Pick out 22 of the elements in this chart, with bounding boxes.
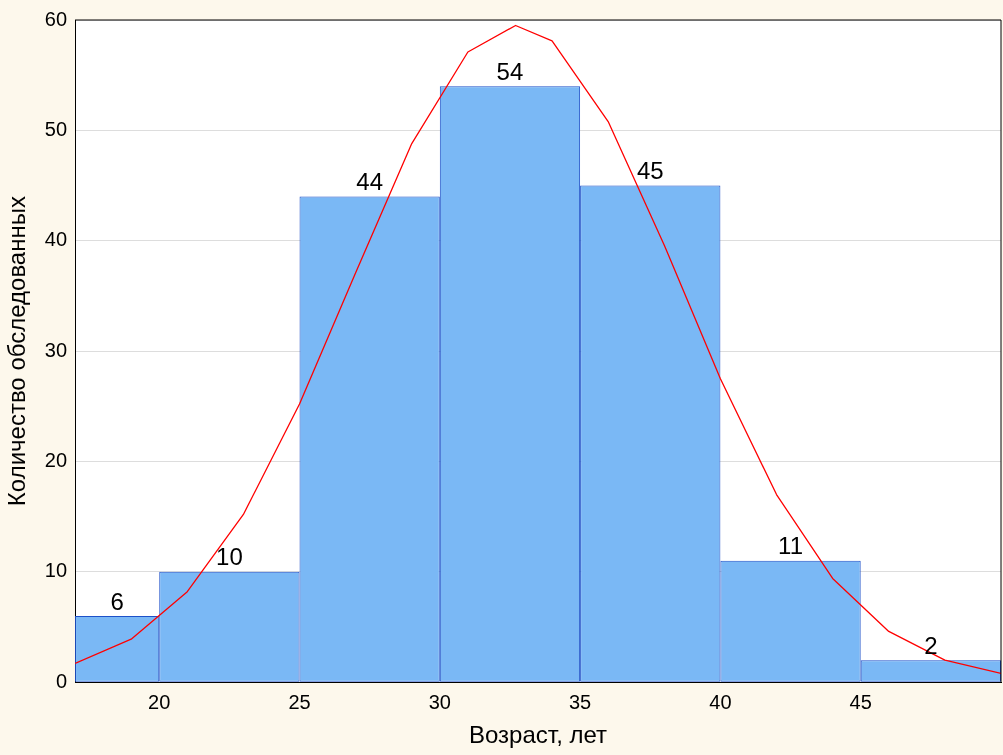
y-tick-label: 50 (44, 117, 68, 140)
data-label: 10 (216, 543, 243, 571)
data-label: 6 (110, 587, 124, 615)
y-tick-label: 30 (44, 338, 68, 361)
y-tick-label: 0 (55, 669, 68, 692)
y-tick-label: 10 (44, 559, 68, 582)
x-tick-label: 30 (428, 690, 451, 713)
x-tick-label: 40 (709, 690, 732, 713)
y-tick-label: 40 (44, 228, 68, 251)
data-label: 45 (636, 157, 664, 185)
y-tick-label: 20 (44, 448, 68, 471)
data-label: 11 (778, 532, 804, 560)
x-axis-title: Возраст, лет (469, 721, 608, 749)
data-label: 44 (356, 168, 384, 196)
y-tick-label: 60 (44, 7, 68, 30)
x-tick-label: 25 (288, 690, 311, 713)
x-tick-label: 20 (148, 690, 171, 713)
x-tick-label: 35 (568, 690, 592, 713)
data-label: 54 (496, 57, 524, 85)
data-label: 2 (924, 631, 938, 659)
x-tick-label: 45 (849, 690, 872, 713)
y-axis-title: Количество обследованных (3, 196, 31, 507)
